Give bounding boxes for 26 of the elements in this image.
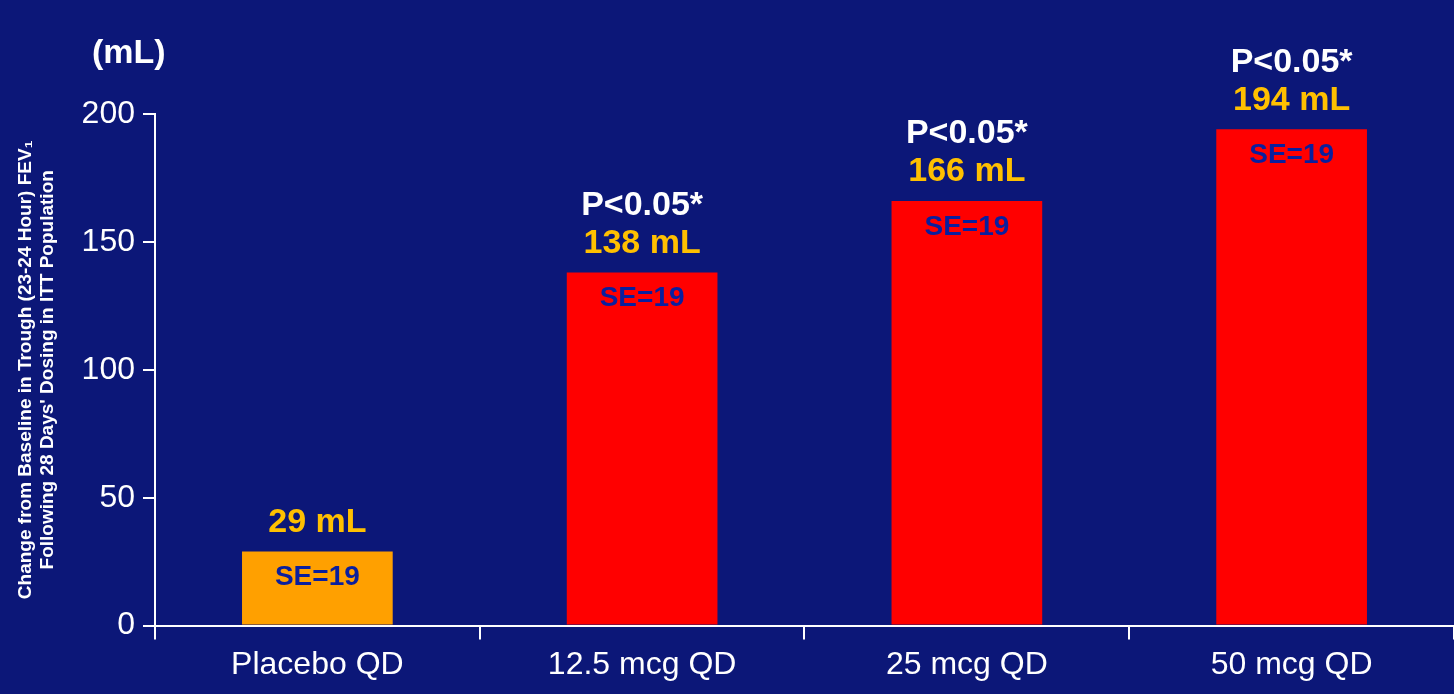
annotation: P<0.05* <box>905 112 1029 151</box>
annotation: P<0.05* <box>1230 40 1354 79</box>
x-tick-label: Placebo QD <box>231 644 404 681</box>
annotation: P<0.05* <box>581 183 704 222</box>
y-axis-title: Change from Baseline in Trough (23-24 Hour) FEV₁ Following 28 Days' Dosing in ITT Population <box>13 140 58 600</box>
y-tick-label: 50 <box>99 477 135 514</box>
bar <box>1216 129 1367 625</box>
x-tick-label: 50 mcg QD <box>1210 644 1373 681</box>
y-tick-label: 0 <box>117 605 135 642</box>
data-label: 194 mL <box>1233 78 1351 117</box>
x-tick-label: 25 mcg QD <box>885 644 1048 681</box>
y-tick-label: 150 <box>81 221 135 258</box>
text: (mL) <box>92 32 166 71</box>
y-tick-label: 100 <box>81 349 135 386</box>
y-tick-label: 200 <box>81 93 135 130</box>
annotation: SE=19 <box>924 209 1010 241</box>
annotation: SE=19 <box>274 560 360 592</box>
bar <box>242 551 393 625</box>
x-tick-label: 12.5 mcg QD <box>547 644 737 681</box>
data-label: 29 mL <box>268 500 367 539</box>
data-label: 138 mL <box>583 221 701 260</box>
bar <box>566 272 718 625</box>
data-label: 166 mL <box>908 150 1026 189</box>
annotation: SE=19 <box>599 281 685 313</box>
annotation: SE=19 <box>1249 138 1335 170</box>
bar <box>891 200 1043 625</box>
